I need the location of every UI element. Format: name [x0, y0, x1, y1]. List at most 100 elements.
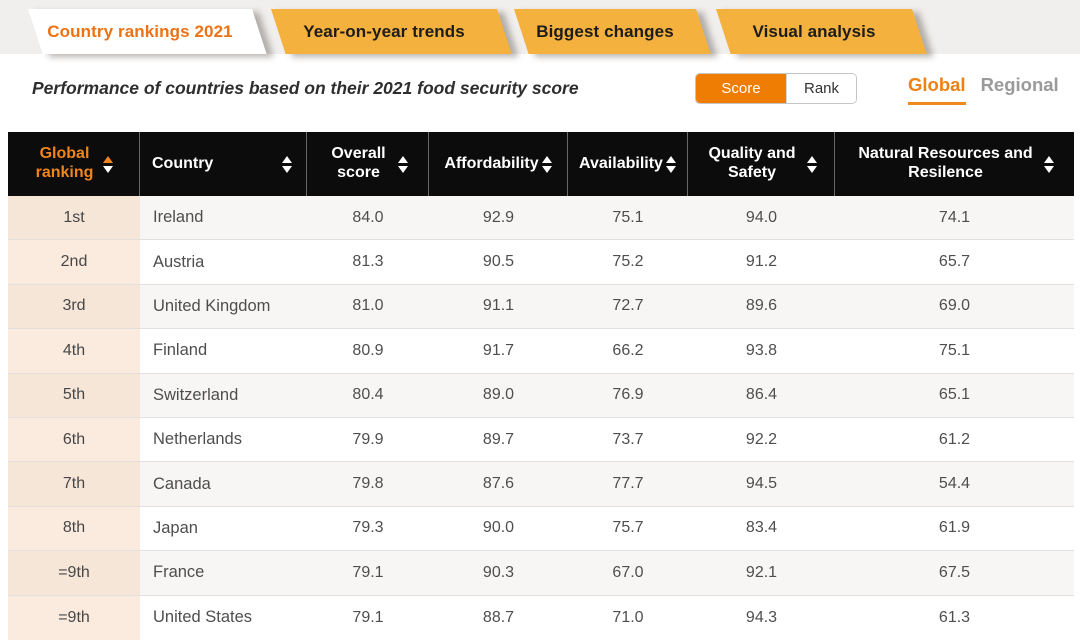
score-cell: 86.4: [745, 386, 778, 404]
rank-cell: 4th: [8, 329, 140, 373]
tab-label: Biggest changes: [536, 21, 674, 41]
global-scope-link[interactable]: Global: [908, 74, 966, 105]
score-cell: 69.0: [938, 297, 971, 315]
score-cell: 89.0: [482, 386, 515, 404]
rank-cell: =9th: [8, 595, 140, 640]
score-cell: 88.7: [482, 608, 515, 626]
country-cell: Netherlands: [153, 430, 242, 449]
score-cell: 94.3: [745, 608, 778, 626]
score-cell: 94.5: [745, 475, 778, 493]
tab-country-rankings-2021[interactable]: Country rankings 2021: [28, 9, 267, 54]
score-cell: 81.3: [352, 253, 384, 271]
rank-cell: 3rd: [8, 284, 140, 329]
country-cell: United States: [153, 608, 253, 627]
rank-cell: 8th: [8, 506, 140, 551]
country-cell: Austria: [153, 252, 205, 271]
rank-cell: 6th: [8, 417, 140, 462]
score-cell: 94.0: [745, 208, 778, 226]
rankings-table: Global ranking Country Overall score Aff…: [8, 132, 1074, 640]
score-cell: 92.9: [482, 208, 515, 226]
tab-label: Year-on-year trends: [303, 21, 465, 41]
controls-bar: Performance of countries based on their …: [0, 54, 1080, 132]
table-row: 7th Canada 79.8 87.6 77.7 94.5 54.4: [8, 462, 1074, 507]
sort-arrows-icon: [282, 155, 292, 173]
score-cell: 73.7: [612, 430, 644, 448]
scope-switch: Global Regional: [908, 74, 1059, 105]
score-cell: 67.0: [612, 563, 644, 581]
score-cell: 75.7: [612, 519, 644, 537]
country-cell: France: [153, 563, 205, 582]
score-cell: 91.1: [482, 297, 515, 315]
regional-scope-link[interactable]: Regional: [980, 74, 1059, 95]
score-cell: 67.5: [938, 563, 971, 581]
sort-arrows-icon: [1043, 155, 1054, 173]
tab-label: Country rankings 2021: [47, 21, 233, 41]
column-header-country[interactable]: Country: [140, 132, 307, 196]
table-row: 8th Japan 79.3 90.0 75.7 83.4 61.9: [8, 506, 1074, 552]
sort-arrows-icon: [102, 155, 113, 173]
country-cell: Ireland: [153, 208, 204, 227]
score-cell: 87.6: [482, 475, 515, 493]
sort-arrows-icon: [665, 155, 676, 173]
sort-arrows-icon: [807, 155, 817, 173]
score-cell: 92.1: [745, 563, 778, 581]
score-cell: 89.7: [482, 430, 515, 448]
score-cell: 80.9: [352, 341, 384, 359]
score-cell: 79.3: [352, 519, 384, 537]
score-cell: 75.2: [612, 253, 644, 271]
rank-cell: 7th: [8, 462, 140, 506]
score-cell: 77.7: [612, 475, 644, 493]
rank-cell: =9th: [8, 551, 140, 595]
country-cell: United Kingdom: [153, 296, 271, 315]
score-cell: 76.9: [612, 386, 644, 404]
tab-year-on-year-trends[interactable]: Year-on-year trends: [271, 9, 512, 54]
score-cell: 54.4: [938, 475, 971, 493]
score-rank-toggle: Score Rank: [695, 73, 857, 104]
score-cell: 92.2: [745, 430, 778, 448]
country-cell: Switzerland: [153, 385, 239, 404]
score-cell: 91.2: [745, 253, 778, 271]
score-cell: 83.4: [745, 519, 778, 537]
column-header-quality-and-safety[interactable]: Quality and Safety: [688, 132, 835, 196]
rank-toggle-button[interactable]: Rank: [786, 74, 856, 103]
tab-biggest-changes[interactable]: Biggest changes: [514, 9, 711, 54]
column-header-global-ranking[interactable]: Global ranking: [8, 132, 140, 196]
score-cell: 72.7: [612, 297, 644, 315]
table-row: 5th Switzerland 80.4 89.0 76.9 86.4 65.1: [8, 373, 1074, 418]
score-cell: 74.1: [938, 208, 971, 226]
score-cell: 75.1: [938, 341, 971, 359]
score-cell: 65.7: [938, 253, 971, 271]
country-cell: Canada: [153, 474, 211, 493]
score-cell: 81.0: [352, 297, 384, 315]
column-header-overall-score[interactable]: Overall score: [307, 132, 429, 196]
score-cell: 79.8: [352, 475, 384, 493]
rank-cell: 2nd: [8, 240, 140, 284]
score-cell: 61.3: [938, 608, 971, 626]
score-cell: 79.1: [352, 608, 384, 626]
score-cell: 79.9: [352, 430, 384, 448]
tab-label: Visual analysis: [752, 21, 876, 41]
sort-arrows-icon: [541, 155, 552, 173]
score-cell: 90.3: [482, 563, 515, 581]
score-cell: 91.7: [482, 341, 515, 359]
score-cell: 90.5: [482, 253, 515, 271]
score-cell: 79.1: [352, 563, 384, 581]
sort-arrows-icon: [397, 155, 408, 173]
score-cell: 61.2: [938, 430, 971, 448]
country-cell: Finland: [153, 341, 208, 360]
column-header-availability[interactable]: Availability: [568, 132, 688, 196]
tab-bar: Country rankings 2021 Year-on-year trend…: [0, 0, 1080, 54]
score-cell: 75.1: [612, 208, 644, 226]
rank-cell: 1st: [8, 196, 140, 240]
score-toggle-button[interactable]: Score: [696, 74, 786, 103]
score-cell: 90.0: [482, 519, 515, 537]
score-cell: 66.2: [612, 341, 644, 359]
tab-visual-analysis[interactable]: Visual analysis: [716, 9, 927, 54]
table-row: 6th Netherlands 79.9 89.7 73.7 92.2 61.2: [8, 417, 1074, 463]
table-row: 4th Finland 80.9 91.7 66.2 93.8 75.1: [8, 329, 1074, 374]
score-cell: 61.9: [938, 519, 971, 537]
column-header-natural-resources[interactable]: Natural Resources and Resilence: [835, 132, 1074, 196]
score-cell: 71.0: [612, 608, 644, 626]
score-cell: 80.4: [352, 386, 384, 404]
column-header-affordability[interactable]: Affordability: [429, 132, 568, 196]
